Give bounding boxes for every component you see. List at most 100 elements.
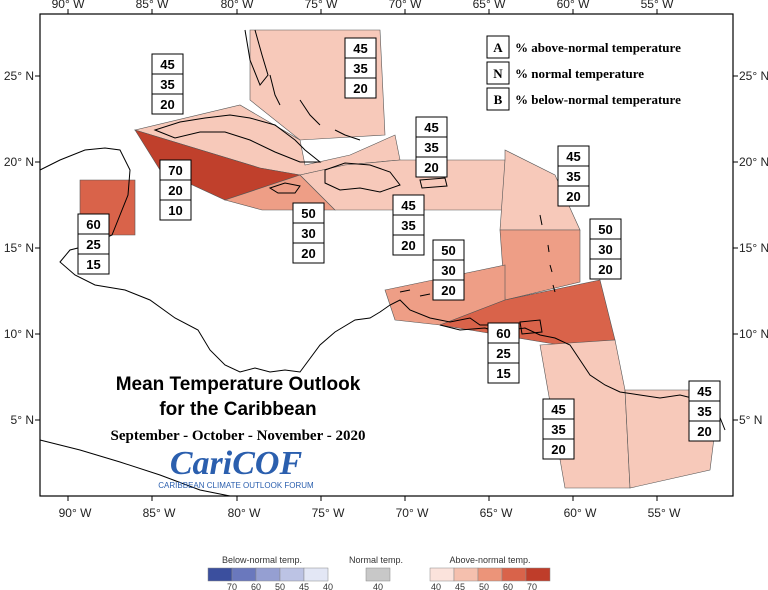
below-normal-value: 20 bbox=[697, 424, 711, 439]
below-normal-value: 20 bbox=[353, 81, 367, 96]
legend-item-normal: N % normal temperature bbox=[486, 61, 644, 85]
above-normal-value: 60 bbox=[496, 326, 510, 341]
probability-box: 50 30 20 bbox=[432, 239, 465, 301]
below-normal-value: 20 bbox=[566, 189, 580, 204]
below-normal-value: 20 bbox=[424, 160, 438, 175]
colorbar-tick: 40 bbox=[323, 582, 333, 590]
lon-label-top: 60° W bbox=[557, 0, 590, 11]
lon-label-top: 80° W bbox=[221, 0, 254, 11]
above-normal-value: 45 bbox=[566, 149, 580, 164]
probability-cell bbox=[415, 156, 448, 178]
lon-label-bottom: 75° W bbox=[312, 506, 345, 520]
above-normal-value: 45 bbox=[353, 41, 367, 56]
colorbar-swatch bbox=[255, 567, 281, 582]
colorbar-tick: 45 bbox=[299, 582, 309, 590]
below-normal-value: 20 bbox=[598, 262, 612, 277]
colorbar-tick: 70 bbox=[527, 582, 537, 590]
normal-value: 35 bbox=[551, 422, 565, 437]
colorbar-normal: 40 bbox=[365, 567, 391, 590]
normal-value: 35 bbox=[697, 404, 711, 419]
colorbar-tick: 50 bbox=[479, 582, 489, 590]
normal-value: 35 bbox=[401, 218, 415, 233]
below-normal-value: 15 bbox=[86, 257, 100, 272]
below-normal-value: 20 bbox=[160, 97, 174, 112]
probability-box: 45 35 20 bbox=[415, 116, 448, 178]
legend-label: % below-normal temperature bbox=[515, 92, 681, 107]
lat-label-right: 10° N bbox=[739, 327, 768, 341]
above-normal-value: 60 bbox=[86, 217, 100, 232]
probability-box: 45 35 20 bbox=[557, 145, 590, 207]
lat-label-left: 5° N bbox=[11, 413, 34, 427]
title-line-1: Mean Temperature Outlook bbox=[116, 374, 361, 395]
lon-label-bottom: 85° W bbox=[143, 506, 176, 520]
normal-value: 30 bbox=[598, 242, 612, 257]
normal-value: 30 bbox=[301, 226, 315, 241]
legend-letter: A bbox=[493, 40, 503, 55]
legend-label: % above-normal temperature bbox=[515, 40, 681, 55]
lat-label-right: 25° N bbox=[739, 69, 768, 83]
probability-cell bbox=[432, 279, 465, 301]
probability-cell bbox=[159, 199, 192, 221]
caricof-logo: CariCOF CARIBBEAN CLIMATE OUTLOOK FORUM bbox=[158, 445, 314, 490]
normal-value: 35 bbox=[424, 140, 438, 155]
colorbar-above-title: Above-normal temp. bbox=[449, 555, 530, 565]
colorbar-tick: 60 bbox=[503, 582, 513, 590]
colorbar-swatch bbox=[477, 567, 503, 582]
probability-box: 70 20 10 bbox=[159, 159, 192, 221]
normal-value: 25 bbox=[86, 237, 100, 252]
lon-label-top: 70° W bbox=[389, 0, 422, 11]
colorbar-tick: 60 bbox=[251, 582, 261, 590]
logo-wordmark: CariCOF bbox=[170, 445, 303, 482]
below-normal-value: 20 bbox=[441, 283, 455, 298]
lon-label-bottom: 65° W bbox=[480, 506, 513, 520]
probability-cell bbox=[589, 258, 622, 280]
colorbar-tick: 40 bbox=[431, 582, 441, 590]
probability-cell bbox=[344, 77, 377, 99]
lat-label-left: 20° N bbox=[4, 155, 34, 169]
probability-box: 60 25 15 bbox=[487, 322, 520, 384]
above-normal-value: 45 bbox=[160, 57, 174, 72]
lon-label-bottom: 55° W bbox=[648, 506, 681, 520]
above-normal-value: 50 bbox=[598, 222, 612, 237]
probability-cell bbox=[487, 362, 520, 384]
below-normal-value: 10 bbox=[168, 203, 182, 218]
lon-label-top: 55° W bbox=[641, 0, 674, 11]
colorbar-swatch bbox=[429, 567, 455, 582]
probability-box: 60 25 15 bbox=[77, 213, 110, 275]
lon-label-top: 90° W bbox=[52, 0, 85, 11]
title-block: Mean Temperature Outlook for the Caribbe… bbox=[111, 374, 366, 444]
lat-label-left: 10° N bbox=[4, 327, 34, 341]
lat-label-left: 15° N bbox=[4, 241, 34, 255]
normal-value: 30 bbox=[441, 263, 455, 278]
lon-label-top: 65° W bbox=[473, 0, 506, 11]
probability-box: 45 35 20 bbox=[688, 380, 721, 442]
above-normal-value: 45 bbox=[424, 120, 438, 135]
colorbar-below: 70 60 50 45 40 bbox=[207, 567, 333, 590]
legend-letter-box bbox=[486, 87, 510, 111]
colorbar-tick: 50 bbox=[275, 582, 285, 590]
probability-box: 50 30 20 bbox=[292, 202, 325, 264]
probability-box: 45 35 20 bbox=[542, 398, 575, 460]
legend-letter: B bbox=[494, 92, 503, 107]
probability-cell bbox=[542, 438, 575, 460]
colorbar: Below-normal temp. Normal temp. Above-no… bbox=[207, 555, 551, 590]
above-normal-value: 70 bbox=[168, 163, 182, 178]
colorbar-swatch bbox=[365, 567, 391, 582]
above-normal-value: 50 bbox=[301, 206, 315, 221]
probability-cell bbox=[151, 93, 184, 115]
colorbar-tick: 45 bbox=[455, 582, 465, 590]
legend-item-below: B % below-normal temperature bbox=[486, 87, 681, 111]
normal-value: 35 bbox=[566, 169, 580, 184]
lat-label-right: 15° N bbox=[739, 241, 768, 255]
lon-label-bottom: 70° W bbox=[396, 506, 429, 520]
region-trinidad bbox=[438, 279, 616, 346]
colorbar-swatch bbox=[453, 567, 479, 582]
legend-label: % normal temperature bbox=[515, 66, 644, 81]
colorbar-normal-title: Normal temp. bbox=[349, 555, 403, 565]
logo-tagline: CARIBBEAN CLIMATE OUTLOOK FORUM bbox=[158, 481, 314, 490]
probability-boxes: 45 35 20 45 35 20 45 35 20 45 35 20 70 20 10 60 25 15 50 30… bbox=[77, 37, 721, 460]
lon-label-bottom: 60° W bbox=[564, 506, 597, 520]
lat-label-right: 5° N bbox=[739, 413, 762, 427]
below-normal-value: 20 bbox=[551, 442, 565, 457]
probability-cell bbox=[392, 234, 425, 256]
